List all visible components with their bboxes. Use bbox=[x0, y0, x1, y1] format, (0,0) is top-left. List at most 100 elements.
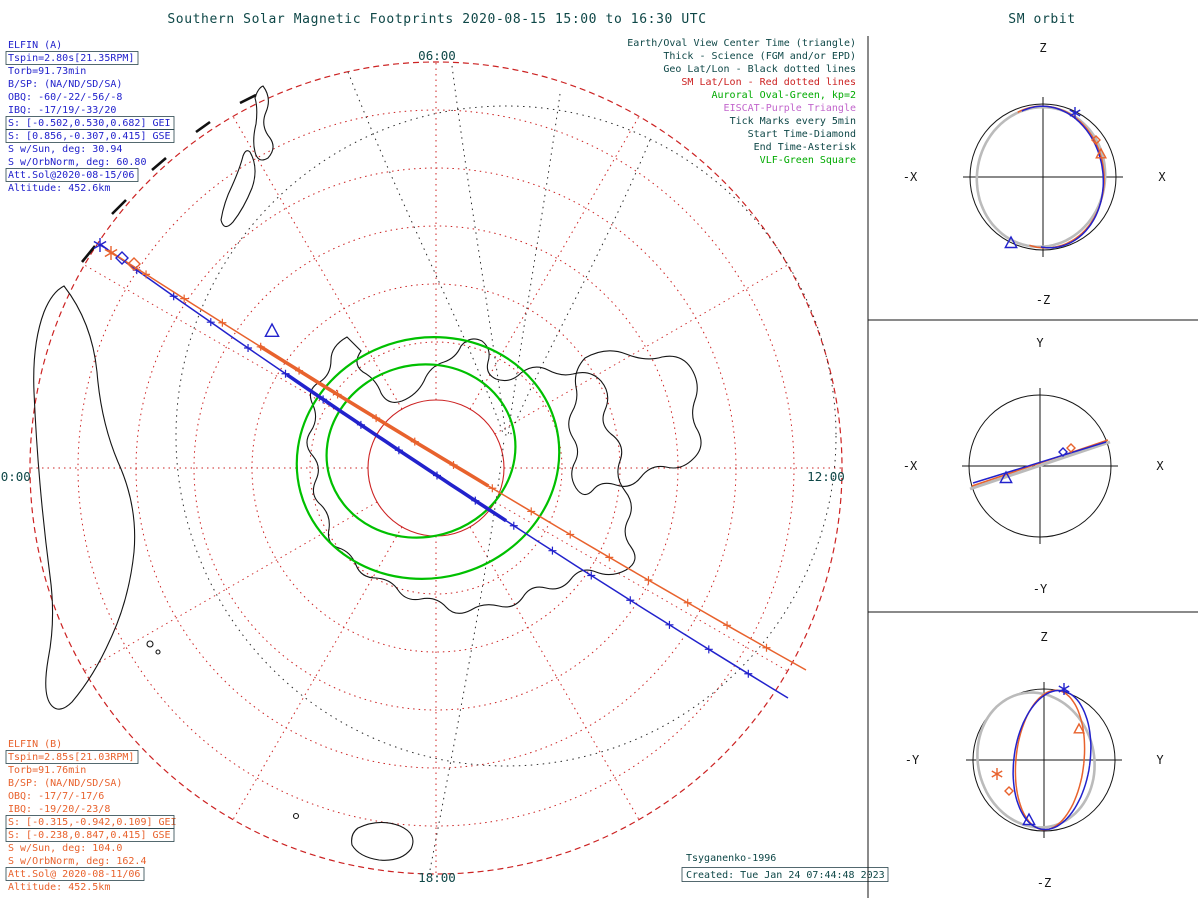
geo-meridian bbox=[507, 93, 561, 437]
marker-diamond bbox=[127, 257, 141, 271]
sm-orbit-curves-layer bbox=[969, 105, 1111, 831]
geo-latitude-circle bbox=[175, 105, 837, 767]
marker-diamond bbox=[1091, 135, 1101, 145]
tick-mark bbox=[433, 471, 441, 480]
orbit-curve bbox=[976, 691, 1096, 829]
axis-label: -X bbox=[903, 170, 918, 184]
marker-triangle bbox=[1022, 812, 1036, 826]
tick-mark bbox=[449, 461, 458, 469]
island bbox=[292, 812, 300, 820]
elfin-a-line: S w/OrbNorm, deg: 60.80 bbox=[8, 157, 146, 168]
elfin-a-line: S: [-0.502,0.530,0.682] GEI bbox=[8, 118, 171, 129]
elfin-a-tspin-box bbox=[5, 51, 139, 65]
elfin-b-line: Att.Sol@ 2020-08-11/06 bbox=[8, 869, 140, 880]
axis-label: Y bbox=[1036, 336, 1044, 350]
sm-inner-circle bbox=[367, 399, 505, 537]
tick-mark bbox=[394, 446, 403, 455]
axis-label: X bbox=[1156, 459, 1164, 473]
rim-dash bbox=[195, 120, 211, 134]
marker-triangle bbox=[264, 322, 280, 337]
antarctica-coastline bbox=[306, 336, 636, 614]
rim-dash bbox=[151, 157, 167, 171]
clock-label-bottom: 18:00 bbox=[418, 870, 456, 885]
axis-label: Z bbox=[1040, 630, 1047, 644]
axis-label: Y bbox=[1156, 753, 1164, 767]
elfin-a-line: Tspin=2.80s[21.35RPM] bbox=[8, 53, 134, 64]
orbit-curve bbox=[969, 440, 1111, 491]
south-island-coastline bbox=[220, 150, 256, 228]
elfin-a-line: S: [0.856,-0.307,0.415] GSE bbox=[8, 131, 171, 142]
elfin-a-line: S w/Sun, deg: 30.94 bbox=[8, 144, 122, 155]
tick-mark bbox=[566, 530, 575, 539]
axis-label: Z bbox=[1039, 41, 1046, 55]
elfin-b-line: IBQ: -19/20/-23/8 bbox=[8, 804, 110, 815]
legend-item: Thick - Science (FGM and/or EPD) bbox=[663, 51, 856, 62]
rim-dash bbox=[239, 93, 257, 105]
elfin-a-line: Att.Sol@2020-08-15/06 bbox=[8, 170, 134, 181]
axis-label: -Y bbox=[905, 753, 920, 767]
marker-asterisk bbox=[1058, 683, 1070, 695]
tick-mark bbox=[548, 546, 557, 555]
tick-mark bbox=[319, 395, 328, 404]
south-america-coastline bbox=[33, 285, 136, 710]
axis-label: -Z bbox=[1036, 293, 1050, 307]
elfin-b-line: Altitude: 452.5km bbox=[8, 882, 110, 893]
elfin-b-line: OBQ: -17/7/-17/6 bbox=[8, 791, 104, 802]
legend-item: Start Time-Diamond bbox=[748, 129, 856, 140]
elfin-a-line: B/SP: (NA/ND/SD/SA) bbox=[8, 79, 122, 90]
orbit-curve bbox=[1014, 689, 1086, 831]
marker-diamond bbox=[115, 251, 129, 265]
elfin-a-footprint bbox=[99, 243, 789, 699]
sm-meridian-line bbox=[84, 264, 378, 435]
elfin-b-tspin-box bbox=[5, 750, 139, 764]
tick-mark bbox=[471, 496, 480, 505]
elfin-a-attsol-box bbox=[5, 168, 139, 182]
plot-title: Southern Solar Magnetic Footprints 2020-… bbox=[167, 12, 706, 27]
tick-mark bbox=[356, 420, 365, 429]
marker-triangle bbox=[999, 470, 1013, 484]
elfin-b-footprint-science-segment bbox=[258, 344, 490, 488]
tick-mark bbox=[704, 645, 713, 654]
axis-label: -Z bbox=[1037, 876, 1051, 890]
orbit-curve bbox=[972, 441, 1107, 484]
elfin-a-line: OBQ: -60/-22/-56/-8 bbox=[8, 92, 122, 103]
clock-label-top: 06:00 bbox=[418, 48, 456, 63]
marker-triangle bbox=[1004, 235, 1018, 249]
sm-latitude-ring bbox=[193, 225, 679, 711]
tick-mark bbox=[281, 369, 290, 378]
rim-dash bbox=[111, 199, 127, 215]
marker-asterisk bbox=[104, 246, 118, 260]
marker-asterisk bbox=[991, 768, 1003, 780]
tick-mark bbox=[527, 507, 536, 516]
legend-item: EISCAT-Purple Triangle bbox=[724, 103, 856, 114]
tick-mark bbox=[488, 484, 497, 493]
marker-asterisk bbox=[93, 238, 107, 252]
tick-mark bbox=[295, 366, 304, 375]
tick-mark bbox=[410, 437, 419, 446]
elfin-a-line: Altitude: 452.6km bbox=[8, 183, 110, 194]
legend-item: VLF-Green Square bbox=[760, 155, 856, 166]
island bbox=[155, 649, 161, 655]
created-box bbox=[681, 867, 889, 882]
sm-meridian-line bbox=[494, 264, 788, 435]
marker-diamond bbox=[1066, 443, 1076, 453]
sm-meridian-line bbox=[469, 526, 640, 820]
elfin-a-footprint-science-segment bbox=[285, 373, 508, 523]
rim-dash-group bbox=[80, 93, 257, 263]
tick-mark bbox=[587, 571, 596, 580]
sm-meridian-line bbox=[494, 501, 788, 672]
tick-mark bbox=[372, 414, 381, 423]
clock-label-right: 12:00 bbox=[807, 469, 845, 484]
sm-grid-layer bbox=[29, 61, 843, 875]
elfin-b-line: S w/OrbNorm, deg: 162.4 bbox=[8, 856, 146, 867]
tick-mark bbox=[626, 596, 635, 605]
australia-coastline bbox=[568, 350, 702, 496]
auroral-oval-ring bbox=[295, 336, 561, 580]
elfin-b-line: Torb=91.76min bbox=[8, 765, 86, 776]
tick-mark bbox=[244, 344, 253, 352]
elfin-a-block: ELFIN (A) Tspin=2.80s[21.35RPM] Torb=91.… bbox=[8, 40, 171, 194]
elfin-a-name: ELFIN (A) bbox=[8, 40, 62, 51]
tick-mark bbox=[762, 643, 771, 652]
footprint-track-layer bbox=[93, 238, 807, 699]
